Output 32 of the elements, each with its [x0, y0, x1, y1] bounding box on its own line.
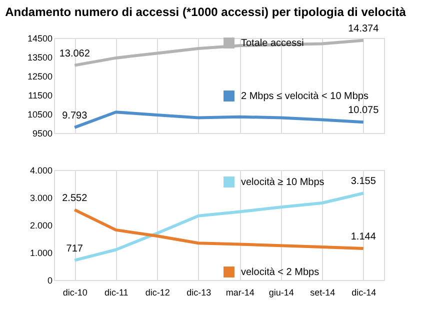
x-tick-label: dic-12 — [145, 288, 170, 298]
y-tick-label: 4.000 — [30, 166, 52, 176]
x-tick-label: set-14 — [310, 288, 336, 298]
x-tick-label: giu-14 — [268, 288, 294, 298]
y-tick-label: 10500 — [27, 110, 52, 120]
y-tick-label: 9500 — [32, 128, 52, 138]
x-tick-label: mar-14 — [226, 288, 254, 298]
legend-label: 2 Mbps ≤ velocità < 10 Mbps — [241, 91, 368, 102]
data-label: 1.144 — [350, 232, 376, 243]
data-label: 717 — [66, 243, 84, 254]
chart-title: Andamento numero di accessi (*1000 accessi) per tipologia di velocità — [5, 4, 406, 19]
y-tick-label: 2.000 — [30, 220, 52, 230]
y-tick-label: 3.000 — [30, 193, 52, 203]
data-label: 13.062 — [59, 48, 90, 60]
data-label: 2.552 — [62, 192, 88, 204]
data-label: 9.793 — [62, 110, 88, 122]
y-tick-label: 11500 — [28, 90, 52, 100]
y-tick-label: 0 — [47, 276, 52, 286]
x-tick-label: dic-14 — [352, 288, 376, 298]
legend-label: Totale accessi — [241, 38, 304, 49]
data-label: 3.155 — [350, 176, 376, 188]
x-tick-label: dic-10 — [62, 288, 88, 298]
data-label: 10.075 — [348, 105, 380, 116]
x-tick-label: dic-11 — [104, 288, 128, 298]
legend-label: velocità < 2 Mbps — [241, 267, 320, 278]
y-tick-label: 14500 — [27, 34, 52, 44]
legend-label: velocità ≥ 10 Mbps — [241, 177, 324, 188]
x-tick-label: dic-13 — [186, 288, 212, 298]
y-tick-label: 1.000 — [30, 248, 52, 258]
y-tick-label: 12500 — [27, 72, 52, 82]
data-label: 14.374 — [348, 23, 380, 34]
y-tick-label: 13500 — [27, 52, 52, 62]
